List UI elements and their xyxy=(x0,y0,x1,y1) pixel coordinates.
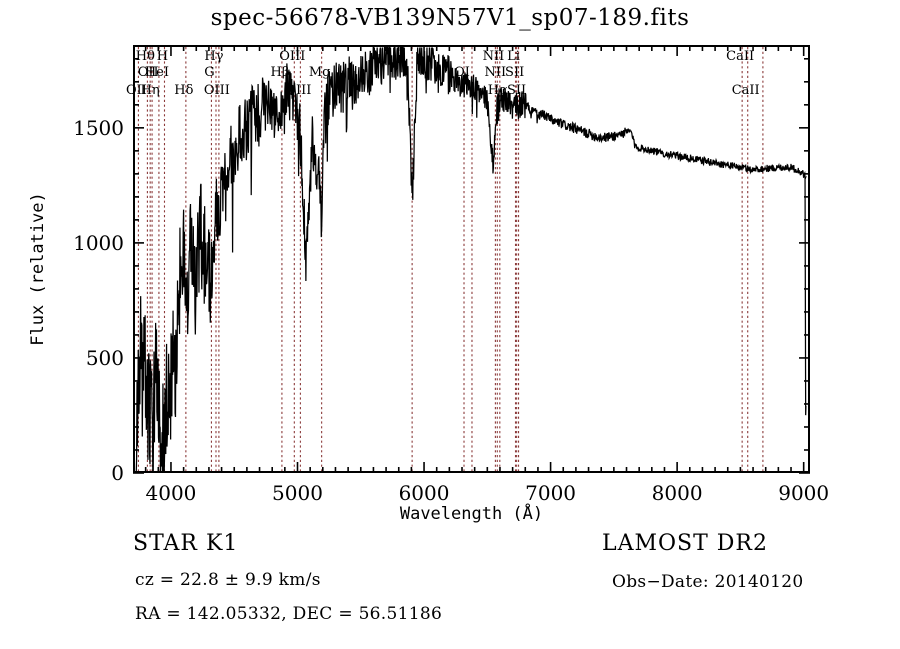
survey-name: LAMOST DR2 xyxy=(602,531,768,556)
plot-frame xyxy=(133,45,810,473)
x-tick-label: 8000 xyxy=(651,481,703,505)
line-id-label: Li xyxy=(507,49,520,64)
x-tick-label: 4000 xyxy=(145,481,197,505)
line-id-label: G xyxy=(204,65,215,80)
y-axis-title: Flux (relative) xyxy=(28,192,48,346)
line-id-label: H xyxy=(156,49,169,64)
page-title: spec-56678-VB139N57V1_sp07-189.fits xyxy=(210,5,690,31)
line-id-label: OIII xyxy=(285,83,312,98)
line-id-label: OII xyxy=(125,83,147,98)
object-class: STAR K1 xyxy=(133,531,239,556)
redshift-value: cz = 22.8 ± 9.9 km/s xyxy=(135,570,321,590)
x-tick-label: 7000 xyxy=(525,481,577,505)
x-tick-label: 6000 xyxy=(398,481,450,505)
line-id-label: Hη xyxy=(140,83,160,98)
line-id-label: CaII xyxy=(731,83,760,98)
line-id-label: CaII xyxy=(726,49,755,64)
line-id-label: Mg xyxy=(308,65,331,80)
line-id-label: OIII xyxy=(279,49,306,64)
x-tick-label: 9000 xyxy=(778,481,830,505)
line-id-label: SII xyxy=(506,83,527,98)
line-id-label: Hγ xyxy=(204,49,224,64)
line-id-label: Hθ xyxy=(135,49,155,64)
plot-canvas xyxy=(135,47,808,471)
y-tick-label: 1000 xyxy=(73,230,124,255)
line-id-label: Hβ xyxy=(270,65,290,80)
x-tick-label: 5000 xyxy=(272,481,323,505)
spectrum-trace xyxy=(135,47,807,471)
line-id-label: OI xyxy=(454,65,470,80)
line-id-label: OII xyxy=(137,65,159,80)
line-id-label: NII xyxy=(482,49,505,64)
line-id-label: OIII xyxy=(203,83,230,98)
y-tick-label: 500 xyxy=(85,345,124,370)
spectrum-svg xyxy=(135,47,807,471)
coordinates: RA = 142.05332, DEC = 56.51186 xyxy=(135,604,443,624)
obs-date: Obs−Date: 20140120 xyxy=(612,572,804,592)
y-tick-label: 0 xyxy=(111,461,124,485)
line-id-label: HeI xyxy=(144,65,169,80)
line-id-label: Hα xyxy=(487,83,508,98)
line-id-label: SII xyxy=(505,65,525,80)
line-id-label: NII xyxy=(484,65,507,80)
line-id-label: Hδ xyxy=(174,83,194,98)
x-axis-title: Wavelength (Å) xyxy=(399,504,544,524)
y-tick-label: 1500 xyxy=(73,115,124,140)
